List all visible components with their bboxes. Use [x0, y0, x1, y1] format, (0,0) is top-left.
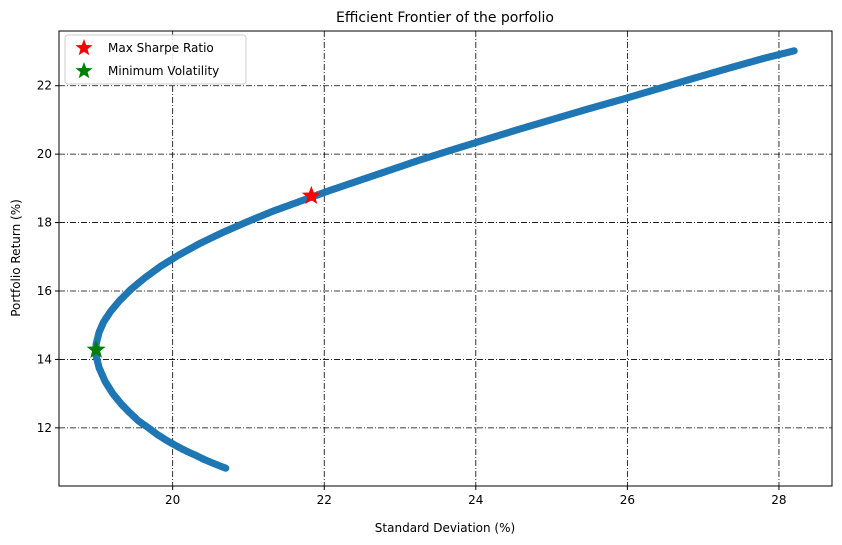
- x-tick-label: 20: [165, 493, 180, 507]
- x-tick-label: 22: [317, 493, 332, 507]
- x-tick-label: 26: [620, 493, 635, 507]
- y-tick-label: 12: [37, 421, 52, 435]
- y-tick-label: 22: [37, 79, 52, 93]
- x-axis-ticks: 20 22 24 26 28: [165, 486, 787, 507]
- y-tick-label: 14: [37, 352, 52, 366]
- y-tick-label: 20: [37, 147, 52, 161]
- x-tick-label: 24: [468, 493, 483, 507]
- legend-max-sharpe-label: Max Sharpe Ratio: [108, 41, 214, 55]
- x-axis-label: Standard Deviation (%): [375, 521, 515, 535]
- chart-title: Efficient Frontier of the porfolio: [336, 10, 554, 26]
- legend: Max Sharpe Ratio Minimum Volatility: [64, 34, 247, 85]
- min-volatility-star-icon: [86, 339, 106, 358]
- y-axis-label: Portfolio Return (%): [9, 199, 23, 317]
- plot-frame: [58, 30, 833, 487]
- frontier-point: [790, 47, 798, 55]
- legend-max-sharpe-star-icon: [75, 39, 93, 56]
- frontier-series: [92, 47, 798, 472]
- y-tick-label: 16: [37, 284, 52, 298]
- legend-green-star-icon: [75, 62, 93, 79]
- x-tick-label: 28: [771, 493, 786, 507]
- highlight-markers: [86, 185, 321, 358]
- legend-min-volatility-star-icon: [75, 62, 93, 79]
- legend-min-volatility-label: Minimum Volatility: [108, 64, 219, 78]
- legend-red-star-icon: [75, 39, 93, 56]
- y-axis-ticks: 12 14 16 18 20 22: [37, 79, 59, 435]
- y-tick-label: 18: [37, 216, 52, 230]
- max-sharpe-star-icon: [301, 185, 321, 204]
- legend-box: [64, 34, 247, 85]
